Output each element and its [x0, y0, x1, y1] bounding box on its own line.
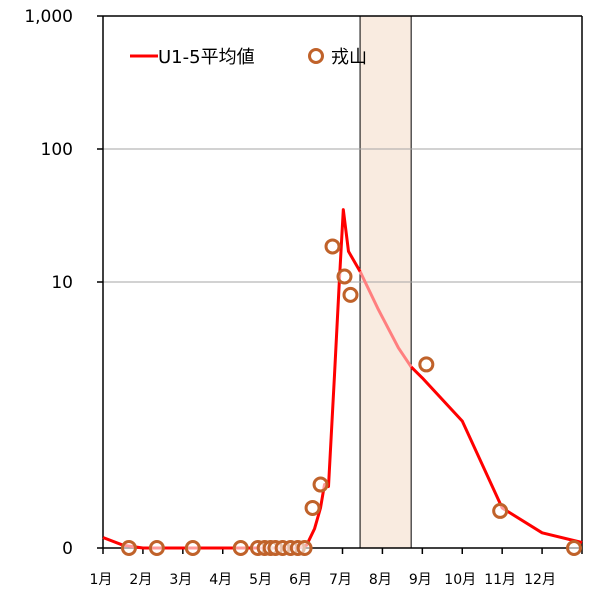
y-tick-label: 100: [41, 140, 73, 160]
data-point-ebisuyama: [184, 540, 201, 556]
x-tick-label: 3月: [169, 572, 192, 588]
data-point-ebisuyama: [342, 286, 359, 303]
x-tick-label: 8月: [369, 572, 392, 588]
series-line-u1-5-faded: [358, 270, 413, 368]
data-point-ebisuyama: [296, 540, 313, 556]
data-point-ebisuyama: [324, 238, 341, 255]
x-tick-label: 12月: [524, 572, 556, 588]
data-point-ebisuyama: [492, 502, 509, 519]
x-tick-label: 4月: [209, 572, 232, 588]
data-point-ebisuyama: [232, 540, 249, 556]
y-tick-label: 10: [51, 273, 73, 293]
series-line-u1-5: [410, 365, 583, 544]
legend-circle-swatch: [308, 48, 324, 64]
data-point-ebisuyama: [304, 499, 321, 516]
y-tick-label: 0: [62, 539, 73, 559]
data-point-ebisuyama: [418, 356, 435, 373]
data-point-ebisuyama: [120, 540, 137, 556]
y-tick-label: 1,000: [24, 7, 73, 27]
legend-label: 戎山: [331, 47, 367, 68]
data-point-ebisuyama: [148, 540, 165, 556]
legend-label: U1-5平均値: [158, 47, 255, 68]
x-tick-label: 11月: [484, 572, 516, 588]
x-tick-label: 5月: [249, 572, 272, 588]
x-tick-label: 10月: [444, 572, 476, 588]
data-point-ebisuyama: [336, 268, 353, 285]
data-point-ebisuyama: [566, 540, 583, 556]
x-tick-label: 2月: [129, 572, 152, 588]
x-tick-label: 6月: [289, 572, 312, 588]
data-point-ebisuyama: [312, 476, 329, 493]
x-tick-label: 7月: [329, 572, 352, 588]
x-tick-label: 1月: [89, 572, 112, 588]
series-line-u1-5: [102, 208, 362, 550]
x-tick-label: 9月: [409, 572, 432, 588]
